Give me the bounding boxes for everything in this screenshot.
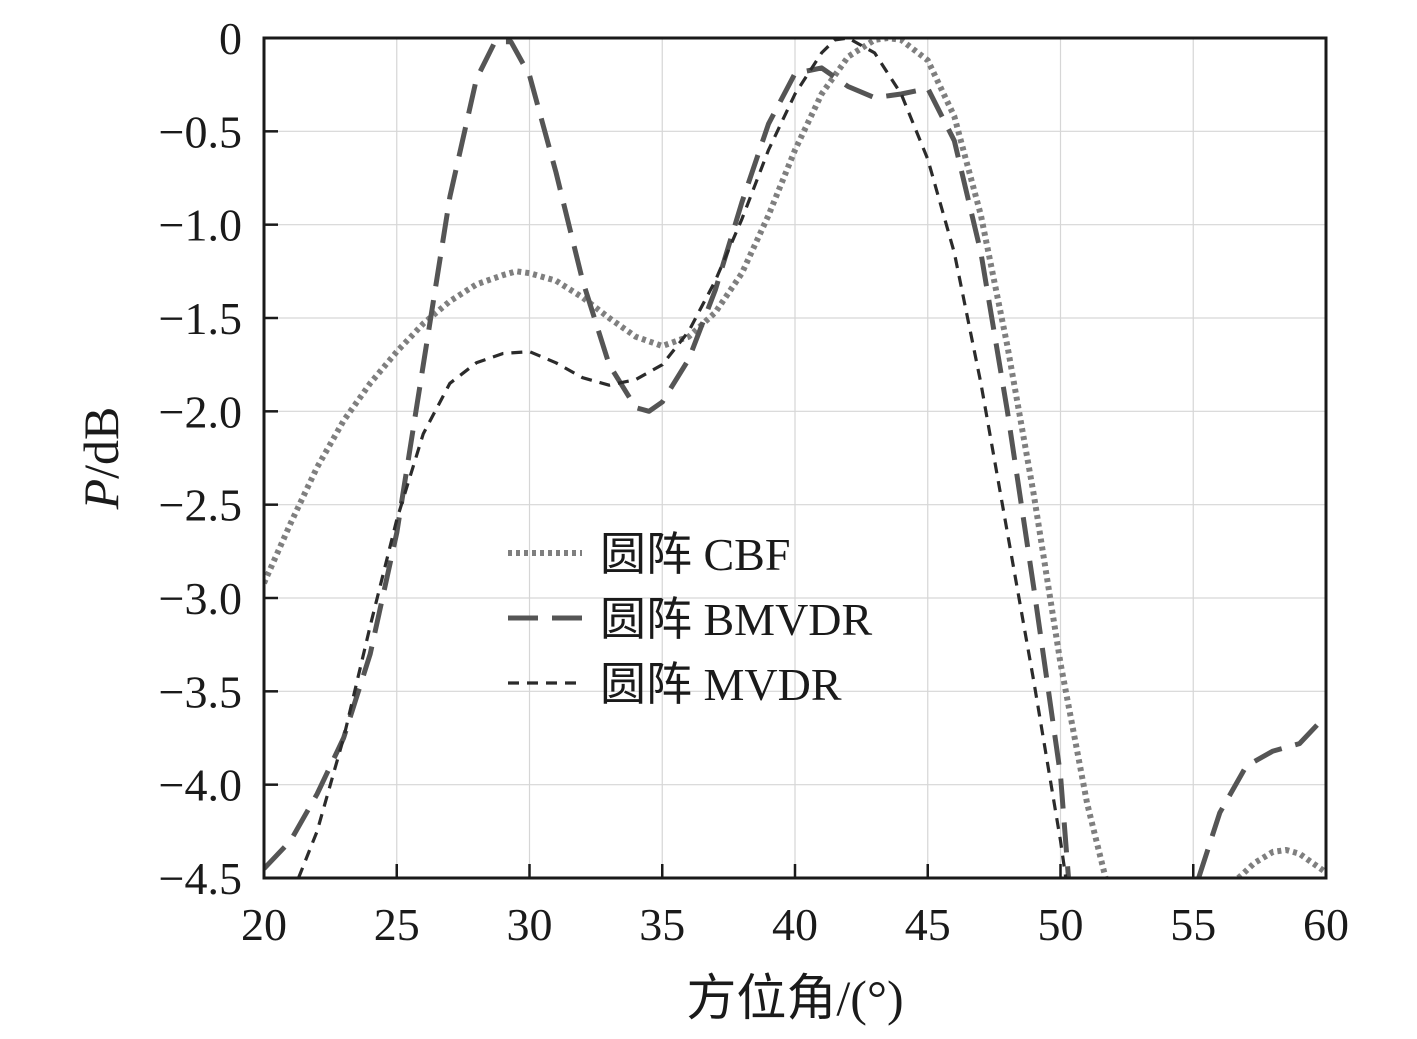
- legend-label-1: 圆阵 CBF: [600, 529, 790, 580]
- y-tick-label: −4.5: [159, 853, 242, 904]
- x-tick-label: 35: [639, 899, 685, 950]
- series-line-2: [264, 39, 1071, 878]
- x-tick-label: 50: [1038, 899, 1084, 950]
- y-axis-title-italic: P: [73, 479, 129, 511]
- y-tick-label: −1.0: [159, 200, 242, 251]
- x-tick-label: 25: [374, 899, 420, 950]
- x-tick-label: 60: [1303, 899, 1349, 950]
- y-tick-label: −0.5: [159, 106, 242, 157]
- y-tick-label: −1.5: [159, 293, 242, 344]
- series-line-1-part-2: [1236, 847, 1326, 878]
- legend-label-3: 圆阵 MVDR: [600, 659, 842, 710]
- series-line-2-part-2: [1196, 713, 1326, 878]
- series-line-3: [297, 38, 1068, 878]
- x-tick-label: 45: [905, 899, 951, 950]
- y-tick-label: −4.0: [159, 760, 242, 811]
- x-tick-label: 40: [772, 899, 818, 950]
- x-tick-label: 30: [507, 899, 553, 950]
- x-tick-label: 20: [241, 899, 287, 950]
- y-axis-title: P/dB: [73, 407, 129, 511]
- x-axis-title: 方位角/(°): [686, 970, 903, 1026]
- ticks: [262, 36, 1328, 880]
- legend-label-2: 圆阵 BMVDR: [600, 594, 873, 645]
- y-tick-label: −3.5: [159, 666, 242, 717]
- tick-labels: 20 25 30 35 40 45 50 55 60 0 −0.5 −1.0 −1.5 −2.0 −2.5 −…: [159, 13, 1349, 950]
- y-tick-label: −2.5: [159, 480, 242, 531]
- y-axis-title-unit: /dB: [73, 407, 129, 479]
- series-layer: [264, 38, 1326, 878]
- x-tick-label: 55: [1170, 899, 1216, 950]
- y-tick-label: 0: [219, 13, 242, 64]
- series-line-1: [264, 38, 1109, 878]
- grid: [264, 38, 1326, 878]
- legend: 圆阵 CBF 圆阵 BMVDR 圆阵 MVDR: [508, 529, 873, 710]
- y-tick-label: −3.0: [159, 573, 242, 624]
- y-tick-label: −2.0: [159, 386, 242, 437]
